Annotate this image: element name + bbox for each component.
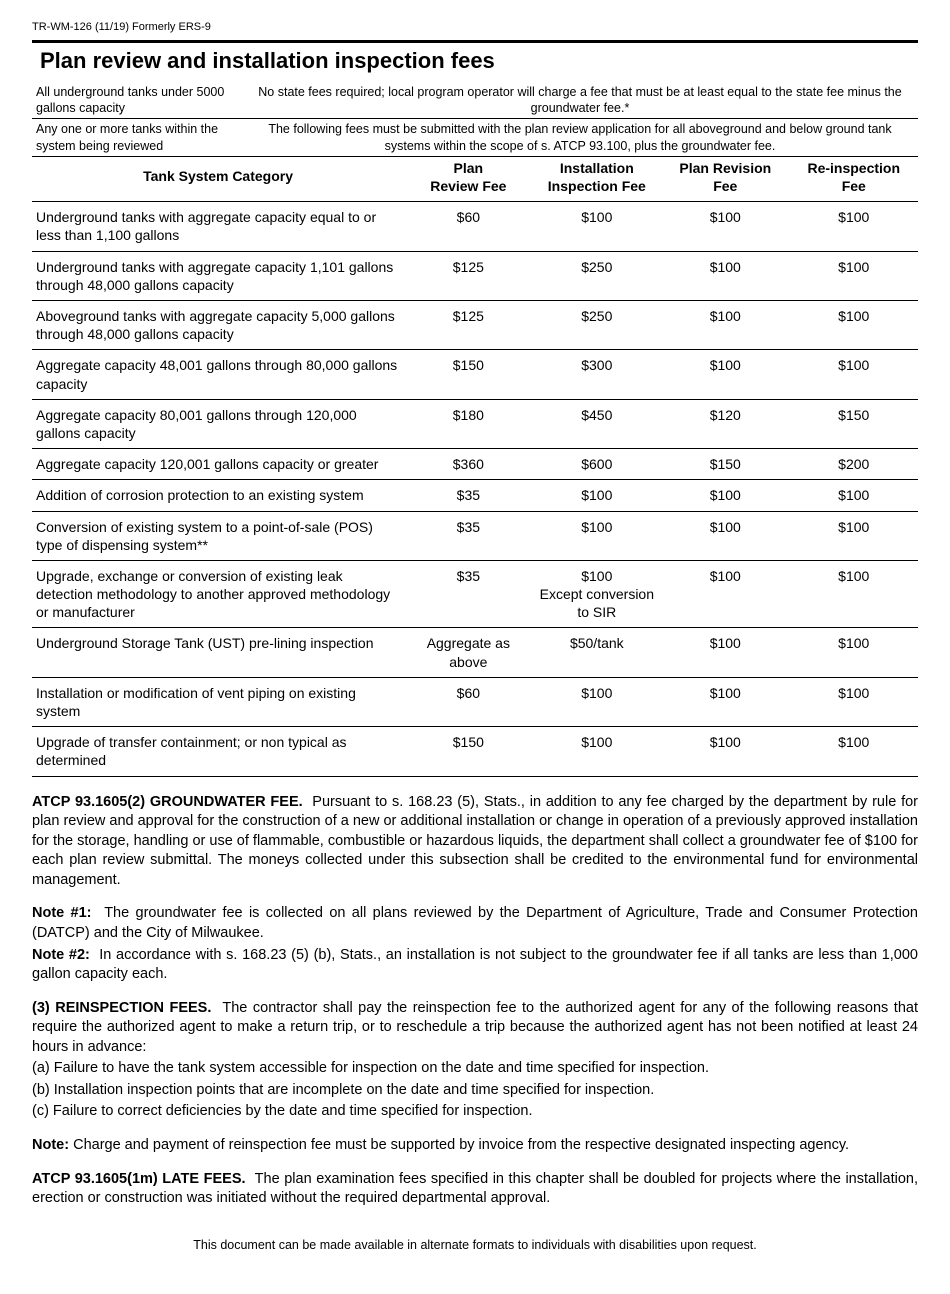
- plan-fee: Aggregate as above: [404, 628, 532, 677]
- cat: Upgrade, exchange or conversion of exist…: [32, 560, 404, 628]
- revision-fee: $100: [661, 511, 789, 560]
- revision-fee: $100: [661, 677, 789, 726]
- fee-table: Tank System Category Plan Review Fee Ins…: [32, 157, 918, 777]
- install-fee: $300: [533, 350, 661, 399]
- plan-fee: $60: [404, 677, 532, 726]
- cat: Aboveground tanks with aggregate capacit…: [32, 301, 404, 350]
- install-fee: $100: [533, 727, 661, 776]
- form-id: TR-WM-126 (11/19) Formerly ERS-9: [32, 20, 918, 34]
- cat: Aggregate capacity 48,001 gallons throug…: [32, 350, 404, 399]
- cat: Installation or modification of vent pip…: [32, 677, 404, 726]
- reinspection-b: (b) Installation inspection points that …: [32, 1081, 918, 1101]
- table-row: Underground tanks with aggregate capacit…: [32, 202, 918, 251]
- reinspect-fee: $100: [790, 480, 918, 511]
- reinspect-fee: $200: [790, 449, 918, 480]
- plan-fee: $35: [404, 560, 532, 628]
- revision-fee: $100: [661, 251, 789, 300]
- cat: Aggregate capacity 80,001 gallons throug…: [32, 399, 404, 448]
- groundwater-fee-para: ATCP 93.1605(2) GROUNDWATER FEE. Pursuan…: [32, 793, 918, 891]
- reinspect-fee: $100: [790, 560, 918, 628]
- reinspect-fee: $100: [790, 251, 918, 300]
- cat: Addition of corrosion protection to an e…: [32, 480, 404, 511]
- reinspect-fee: $100: [790, 202, 918, 251]
- install-fee: $100: [533, 511, 661, 560]
- table-row: Aboveground tanks with aggregate capacit…: [32, 301, 918, 350]
- reinspect-fee: $100: [790, 301, 918, 350]
- cat: Underground tanks with aggregate capacit…: [32, 251, 404, 300]
- revision-fee: $150: [661, 449, 789, 480]
- table-row: Conversion of existing system to a point…: [32, 511, 918, 560]
- cat: Upgrade of transfer containment; or non …: [32, 727, 404, 776]
- reinspection-a: (a) Failure to have the tank system acce…: [32, 1059, 918, 1079]
- scope-table: All underground tanks under 5000 gallons…: [32, 82, 918, 157]
- reinspection-note: Note: Charge and payment of reinspection…: [32, 1136, 918, 1156]
- scope-row: All underground tanks under 5000 gallons…: [32, 82, 918, 119]
- table-row: Upgrade of transfer containment; or non …: [32, 727, 918, 776]
- revision-fee: $100: [661, 480, 789, 511]
- table-row: Aggregate capacity 120,001 gallons capac…: [32, 449, 918, 480]
- install-fee: $100: [533, 480, 661, 511]
- scope-row: Any one or more tanks within the system …: [32, 119, 918, 157]
- reinspection-c: (c) Failure to correct deficiencies by t…: [32, 1102, 918, 1122]
- revision-fee: $100: [661, 560, 789, 628]
- revision-fee: $120: [661, 399, 789, 448]
- install-fee: $600: [533, 449, 661, 480]
- plan-fee: $180: [404, 399, 532, 448]
- revision-fee: $100: [661, 727, 789, 776]
- install-fee: $100: [533, 202, 661, 251]
- install-fee: $250: [533, 251, 661, 300]
- plan-fee: $125: [404, 301, 532, 350]
- scope-left: Any one or more tanks within the system …: [32, 119, 242, 157]
- late-fees-para: ATCP 93.1605(1m) LATE FEES. The plan exa…: [32, 1170, 918, 1209]
- plan-fee: $360: [404, 449, 532, 480]
- install-fee: $250: [533, 301, 661, 350]
- reinspect-fee: $100: [790, 350, 918, 399]
- divider-top: [32, 40, 918, 43]
- plan-fee: $125: [404, 251, 532, 300]
- plan-fee: $150: [404, 350, 532, 399]
- scope-right: No state fees required; local program op…: [242, 82, 918, 119]
- revision-fee: $100: [661, 202, 789, 251]
- scope-right: The following fees must be submitted wit…: [242, 119, 918, 157]
- table-row: Aggregate capacity 80,001 gallons throug…: [32, 399, 918, 448]
- table-row: Upgrade, exchange or conversion of exist…: [32, 560, 918, 628]
- table-row: Addition of corrosion protection to an e…: [32, 480, 918, 511]
- plan-fee: $60: [404, 202, 532, 251]
- scope-left: All underground tanks under 5000 gallons…: [32, 82, 242, 119]
- table-row: Installation or modification of vent pip…: [32, 677, 918, 726]
- reinspect-fee: $100: [790, 511, 918, 560]
- page-title: Plan review and installation inspection …: [40, 47, 918, 76]
- reinspection-para: (3) REINSPECTION FEES. The contractor sh…: [32, 999, 918, 1058]
- footer-note: This document can be made available in a…: [32, 1237, 918, 1254]
- table-row: Underground Storage Tank (UST) pre-linin…: [32, 628, 918, 677]
- revision-fee: $100: [661, 350, 789, 399]
- cat: Underground tanks with aggregate capacit…: [32, 202, 404, 251]
- reinspect-fee: $150: [790, 399, 918, 448]
- plan-fee: $35: [404, 480, 532, 511]
- col-reinspect: Re-inspection Fee: [790, 157, 918, 202]
- revision-fee: $100: [661, 628, 789, 677]
- col-category: Tank System Category: [32, 157, 404, 202]
- table-row: Aggregate capacity 48,001 gallons throug…: [32, 350, 918, 399]
- install-fee: $50/tank: [533, 628, 661, 677]
- install-fee: $100Except conversion to SIR: [533, 560, 661, 628]
- install-fee: $100: [533, 677, 661, 726]
- reinspect-fee: $100: [790, 727, 918, 776]
- install-fee: $450: [533, 399, 661, 448]
- plan-fee: $150: [404, 727, 532, 776]
- col-revision: Plan Revision Fee: [661, 157, 789, 202]
- note-1: Note #1: The groundwater fee is collecte…: [32, 904, 918, 943]
- body-text: ATCP 93.1605(2) GROUNDWATER FEE. Pursuan…: [32, 793, 918, 1254]
- cat: Underground Storage Tank (UST) pre-linin…: [32, 628, 404, 677]
- cat: Conversion of existing system to a point…: [32, 511, 404, 560]
- note-2: Note #2: In accordance with s. 168.23 (5…: [32, 946, 918, 985]
- col-install: Installation Inspection Fee: [533, 157, 661, 202]
- cat: Aggregate capacity 120,001 gallons capac…: [32, 449, 404, 480]
- reinspect-fee: $100: [790, 677, 918, 726]
- revision-fee: $100: [661, 301, 789, 350]
- reinspect-fee: $100: [790, 628, 918, 677]
- col-plan: Plan Review Fee: [404, 157, 532, 202]
- plan-fee: $35: [404, 511, 532, 560]
- table-row: Underground tanks with aggregate capacit…: [32, 251, 918, 300]
